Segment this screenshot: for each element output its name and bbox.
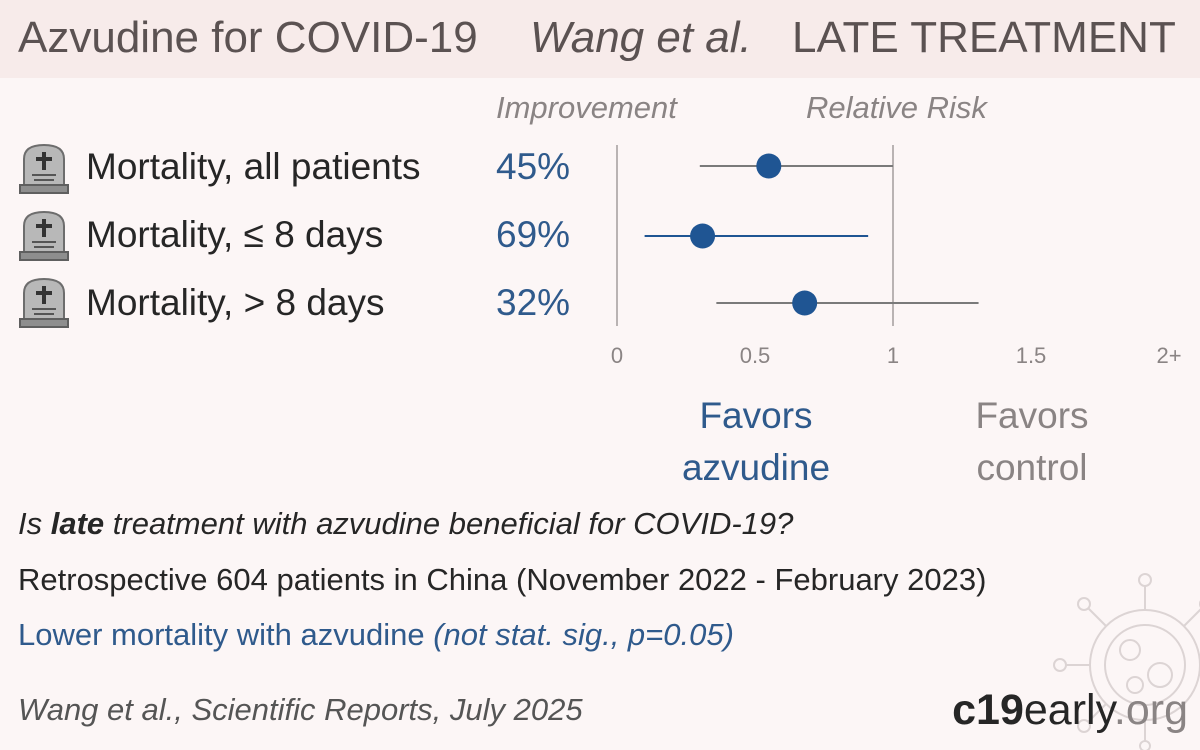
favors-treatment-line1: Favors [699, 395, 813, 436]
outcome-label: Mortality, ≤ 8 days [86, 214, 384, 255]
tick-label: 1.5 [1016, 343, 1047, 368]
tick-label: 2+ [1156, 343, 1181, 368]
improvement-value: 32% [496, 282, 571, 323]
point-estimate [792, 290, 818, 316]
favors-control-line2: control [976, 447, 1088, 488]
forest-plot: 0 0.5 1 1.5 2+ [611, 145, 1182, 368]
header: Azvudine for COVID-19 Wang et al. LATE T… [0, 0, 1200, 78]
relative-risk-column-header: Relative Risk [806, 90, 987, 125]
favors-control-line1: Favors [975, 395, 1089, 436]
tick-label: 0 [611, 343, 623, 368]
study-result: Lower mortality with azvudine (not stat.… [18, 617, 734, 652]
virus-icon [1053, 573, 1200, 750]
treatment-stage: LATE TREATMENT [792, 13, 1176, 62]
result-significance: (not stat. sig., p=0.05) [433, 617, 734, 652]
page-title: Azvudine for COVID-19 [18, 13, 478, 62]
point-estimate [756, 153, 782, 179]
site-logo[interactable]: c19early.org [952, 686, 1188, 734]
favors-treatment-label: Favors azvudine [656, 390, 856, 494]
favors-control-label: Favors control [932, 390, 1132, 494]
tombstone-icon [19, 210, 69, 261]
study-design: Retrospective 604 patients in China (Nov… [18, 562, 987, 597]
study-question: Is late treatment with azvudine benefici… [18, 506, 794, 541]
tick-label: 1 [887, 343, 899, 368]
improvement-value: 69% [496, 214, 571, 255]
tick-label: 0.5 [740, 343, 771, 368]
citation: Wang et al., Scientific Reports, July 20… [18, 692, 583, 727]
favors-treatment-line2: azvudine [681, 447, 831, 488]
study-author: Wang et al. [530, 13, 752, 62]
question-emphasis: late [50, 506, 105, 541]
outcome-label: Mortality, all patients [86, 146, 421, 187]
improvement-value: 45% [496, 146, 571, 187]
point-estimate [690, 223, 716, 249]
tombstone-icon [19, 143, 69, 194]
outcome-label: Mortality, > 8 days [86, 282, 385, 323]
improvement-column-header: Improvement [496, 90, 677, 125]
tombstone-icon [19, 277, 69, 328]
